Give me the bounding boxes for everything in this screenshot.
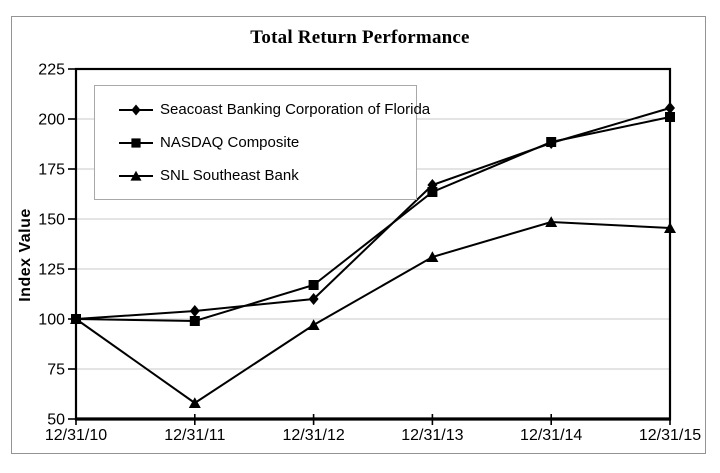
square-marker	[131, 137, 141, 148]
diamond-marker	[131, 103, 141, 116]
y-tick-label: 75	[47, 362, 65, 379]
diamond-marker	[189, 305, 200, 317]
legend-label: Seacoast Banking Corporation of Florida	[160, 101, 431, 118]
series-line	[75, 116, 671, 323]
x-tick-label: 12/31/14	[520, 427, 582, 444]
triangle-marker	[664, 222, 676, 233]
chart-title: Total Return Performance	[250, 27, 470, 48]
legend-item: SNL Southeast Bank	[119, 159, 416, 192]
x-tick-label: 12/31/11	[164, 427, 225, 444]
triangle-marker	[307, 319, 320, 330]
x-tick-label: 12/31/13	[401, 427, 463, 444]
triangle-marker-icon	[119, 170, 153, 181]
square-marker	[546, 137, 557, 147]
x-tick-label: 12/31/12	[282, 427, 344, 444]
triangle-marker	[70, 313, 82, 324]
triangle-marker	[188, 397, 201, 408]
diamond-marker	[665, 102, 675, 114]
triangle-marker	[426, 251, 439, 262]
y-tick-label: 150	[38, 212, 65, 229]
square-marker-icon	[119, 137, 153, 148]
triangle-marker	[545, 216, 558, 227]
y-tick-label: 50	[47, 412, 65, 429]
diamond-marker-icon	[119, 103, 153, 116]
square-marker	[665, 112, 675, 122]
square-marker	[427, 187, 438, 197]
legend: Seacoast Banking Corporation of Florida N…	[94, 85, 430, 200]
legend-item: NASDAQ Composite	[119, 126, 416, 159]
triangle-marker	[130, 170, 142, 181]
y-tick-label: 200	[38, 112, 65, 129]
y-tick-label: 175	[38, 162, 65, 179]
legend-label: NASDAQ Composite	[160, 134, 300, 151]
diamond-marker	[308, 293, 319, 305]
y-tick-label: 225	[38, 62, 65, 79]
legend-label: SNL Southeast Bank	[160, 167, 299, 184]
x-tick-label: 12/31/15	[639, 427, 701, 444]
y-tick-label: 125	[38, 262, 65, 279]
square-marker	[189, 316, 200, 326]
series-line	[75, 220, 671, 405]
legend-item: Seacoast Banking Corporation of Florida	[119, 93, 430, 126]
square-marker	[308, 280, 319, 290]
y-tick-label: 100	[38, 312, 65, 329]
x-tick-label: 12/31/10	[45, 427, 107, 444]
